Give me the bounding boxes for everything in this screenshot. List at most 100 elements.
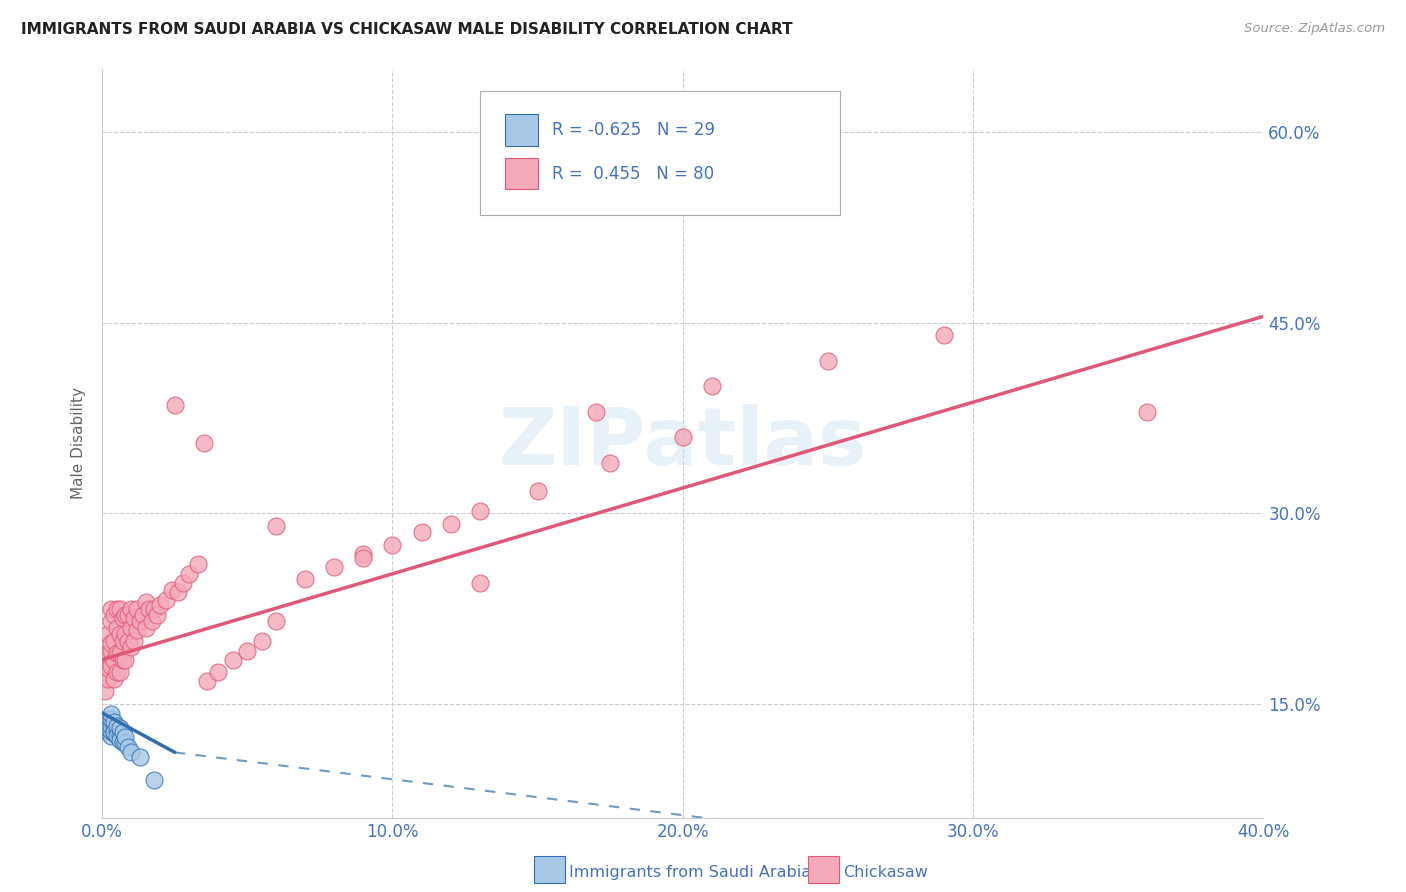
Point	[146, 608, 169, 623]
Point	[117, 608, 139, 623]
Point	[100, 719, 122, 733]
Point	[114, 730, 136, 744]
Point	[353, 547, 375, 561]
Point	[108, 601, 131, 615]
Point	[135, 595, 157, 609]
Point	[672, 430, 695, 444]
Point	[103, 608, 125, 623]
Point	[193, 436, 215, 450]
Point	[105, 601, 128, 615]
Point	[122, 610, 145, 624]
Point	[97, 627, 120, 641]
Point	[120, 601, 142, 615]
Point	[179, 567, 201, 582]
Point	[103, 714, 125, 729]
Point	[97, 723, 120, 737]
Point	[100, 659, 122, 673]
Point	[94, 720, 117, 734]
Point	[155, 592, 177, 607]
Point	[94, 714, 117, 729]
Point	[105, 719, 128, 733]
Point	[117, 633, 139, 648]
Point	[97, 646, 120, 660]
Point	[468, 576, 491, 591]
Point	[94, 652, 117, 666]
Point	[353, 550, 375, 565]
Point	[143, 773, 166, 788]
Text: Chickasaw: Chickasaw	[844, 865, 928, 880]
Point	[114, 608, 136, 623]
Point	[236, 643, 259, 657]
Point	[173, 576, 195, 591]
Point	[97, 661, 120, 675]
Point	[97, 712, 120, 726]
Point	[135, 621, 157, 635]
Point	[120, 745, 142, 759]
Point	[111, 652, 134, 666]
Point	[108, 721, 131, 735]
Point	[108, 728, 131, 742]
Bar	[505, 158, 537, 189]
Text: Immigrants from Saudi Arabia: Immigrants from Saudi Arabia	[569, 865, 811, 880]
Point	[222, 652, 245, 666]
Point	[120, 621, 142, 635]
Point	[111, 633, 134, 648]
Point	[103, 720, 125, 734]
Point	[105, 665, 128, 680]
Point	[411, 525, 433, 540]
Point	[105, 723, 128, 738]
Point	[100, 707, 122, 722]
Point	[585, 405, 607, 419]
Point	[114, 736, 136, 750]
Point	[117, 740, 139, 755]
Text: IMMIGRANTS FROM SAUDI ARABIA VS CHICKASAW MALE DISABILITY CORRELATION CHART: IMMIGRANTS FROM SAUDI ARABIA VS CHICKASA…	[21, 22, 793, 37]
Point	[1136, 405, 1159, 419]
Point	[105, 621, 128, 635]
Point	[166, 585, 188, 599]
Point	[207, 665, 229, 680]
Point	[97, 725, 120, 739]
Point	[120, 640, 142, 654]
Point	[468, 504, 491, 518]
Point	[599, 456, 621, 470]
Point	[111, 735, 134, 749]
Point	[100, 712, 122, 726]
Point	[250, 633, 273, 648]
Point	[100, 601, 122, 615]
Point	[141, 615, 163, 629]
Point	[100, 615, 122, 629]
Point	[103, 672, 125, 686]
FancyBboxPatch shape	[479, 91, 839, 215]
Point	[187, 558, 209, 572]
Point	[111, 725, 134, 739]
Point	[114, 627, 136, 641]
Point	[105, 729, 128, 743]
Point	[932, 328, 955, 343]
Point	[439, 516, 461, 531]
Point	[294, 573, 316, 587]
Point	[94, 684, 117, 698]
Point	[149, 598, 172, 612]
Bar	[505, 114, 537, 145]
Point	[100, 723, 122, 738]
Point	[125, 601, 148, 615]
Point	[266, 519, 288, 533]
Point	[129, 750, 152, 764]
Point	[266, 615, 288, 629]
Point	[103, 725, 125, 739]
Point	[143, 601, 166, 615]
Point	[97, 719, 120, 733]
Point	[103, 633, 125, 648]
Point	[97, 672, 120, 686]
Point	[105, 646, 128, 660]
Point	[108, 646, 131, 660]
Y-axis label: Male Disability: Male Disability	[72, 387, 86, 500]
Point	[132, 608, 155, 623]
Point	[817, 354, 839, 368]
Point	[111, 610, 134, 624]
Point	[700, 379, 723, 393]
Point	[108, 627, 131, 641]
Point	[526, 483, 548, 498]
Point	[323, 559, 346, 574]
Point	[100, 729, 122, 743]
